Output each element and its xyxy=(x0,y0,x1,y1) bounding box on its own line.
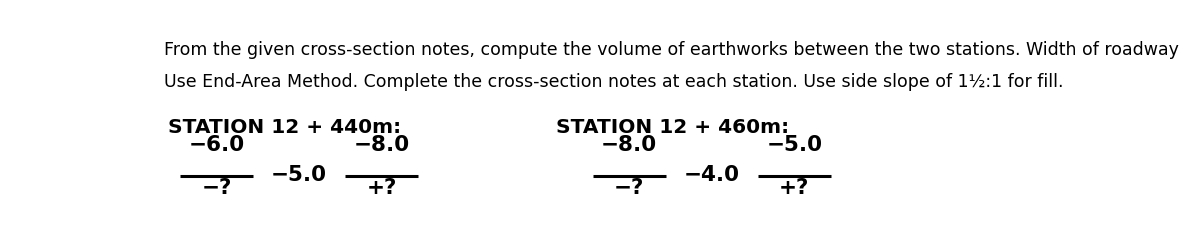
Text: +?: +? xyxy=(367,178,396,198)
Text: −8.0: −8.0 xyxy=(354,135,409,155)
Text: −5.0: −5.0 xyxy=(271,165,328,185)
Text: −8.0: −8.0 xyxy=(601,135,658,155)
Text: −4.0: −4.0 xyxy=(684,165,739,185)
Text: −?: −? xyxy=(201,178,232,198)
Text: −6.0: −6.0 xyxy=(188,135,245,155)
Text: +?: +? xyxy=(780,178,809,198)
Text: STATION 12 + 460m:: STATION 12 + 460m: xyxy=(556,118,789,137)
Text: −5.0: −5.0 xyxy=(767,135,822,155)
Text: From the given cross-section notes, compute the volume of earthworks between the: From the given cross-section notes, comp… xyxy=(164,41,1183,58)
Text: STATION 12 + 440m:: STATION 12 + 440m: xyxy=(168,118,401,137)
Text: −?: −? xyxy=(614,178,645,198)
Text: Use End-Area Method. Complete the cross-section notes at each station. Use side : Use End-Area Method. Complete the cross-… xyxy=(164,73,1064,91)
